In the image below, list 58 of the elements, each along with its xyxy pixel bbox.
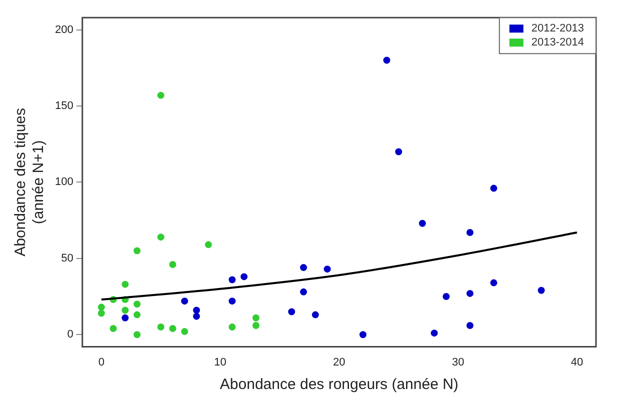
legend-label: 2013-2014 [531, 36, 584, 49]
x-tick-label: 40 [570, 356, 584, 368]
point [490, 279, 498, 286]
y-tick-label: 0 [67, 328, 74, 341]
point [228, 298, 236, 305]
point [192, 312, 200, 320]
point [240, 273, 248, 280]
point [134, 331, 141, 338]
x-tick-label: 0 [98, 356, 104, 368]
point [312, 311, 319, 318]
y-tick-label: 100 [54, 176, 74, 188]
point [466, 290, 474, 297]
point [157, 323, 164, 330]
point [252, 314, 260, 322]
point [300, 288, 308, 296]
point [395, 148, 402, 156]
line-series [100, 231, 578, 301]
y-axis-title: Abondance des tiques (année N+1) [12, 108, 48, 256]
point [466, 228, 474, 236]
point [324, 266, 331, 273]
y-tick-label: 150 [54, 100, 74, 112]
point [300, 264, 308, 272]
point [418, 220, 426, 227]
point [122, 280, 129, 288]
point [122, 306, 129, 314]
point [98, 304, 105, 311]
x-tick-label: 10 [214, 356, 226, 368]
point [359, 331, 366, 338]
point [169, 325, 176, 332]
point [466, 322, 474, 329]
point [252, 322, 260, 329]
y-tick-label: 50 [61, 252, 74, 264]
y-tick-label: 200 [54, 24, 74, 36]
point [430, 330, 438, 337]
point [181, 298, 188, 305]
point [204, 241, 212, 248]
x-axis-title: Abondance des rongeurs (année N) [220, 376, 458, 394]
point [228, 276, 236, 284]
point [134, 300, 141, 308]
point [181, 328, 188, 336]
x-tick-label: 30 [452, 356, 464, 368]
point [134, 311, 141, 318]
point [122, 314, 129, 322]
point [134, 247, 141, 254]
x-tick-label: 20 [333, 356, 346, 368]
point [98, 310, 105, 317]
point [110, 325, 117, 332]
legend-label: 2012-2013 [531, 22, 584, 35]
point [490, 184, 498, 192]
point [288, 308, 296, 316]
point [169, 261, 176, 268]
point [228, 323, 236, 330]
point [192, 306, 200, 314]
point [538, 286, 545, 294]
point [157, 234, 164, 241]
point [442, 293, 450, 300]
point [157, 92, 164, 99]
point [383, 56, 390, 64]
